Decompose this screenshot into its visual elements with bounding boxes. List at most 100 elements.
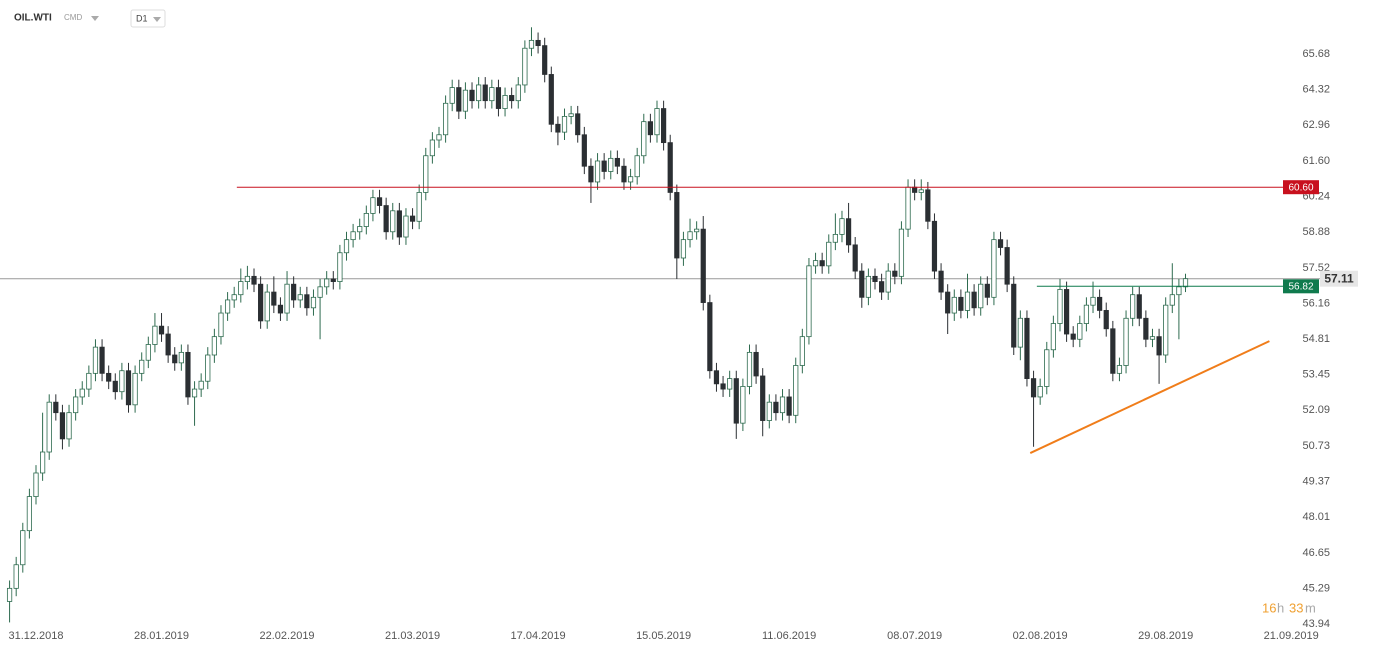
candle-body bbox=[812, 260, 819, 267]
candle-body bbox=[1024, 317, 1030, 379]
y-tick-label: 43.94 bbox=[1302, 618, 1330, 630]
y-tick-label: 50.73 bbox=[1302, 440, 1330, 452]
x-tick-label: 11.06.2019 bbox=[762, 630, 816, 642]
candle-body bbox=[1077, 323, 1083, 340]
candle-body bbox=[522, 47, 528, 86]
candle-body bbox=[132, 372, 138, 406]
countdown-minutes: 33 bbox=[1289, 600, 1303, 615]
candle-body bbox=[198, 380, 204, 390]
candle-body bbox=[786, 396, 792, 416]
candle-body bbox=[231, 294, 237, 301]
candle-body bbox=[594, 160, 601, 183]
candle-body bbox=[343, 239, 350, 254]
y-tick-label: 46.65 bbox=[1302, 547, 1330, 559]
candle-body bbox=[390, 210, 396, 233]
candle-body bbox=[779, 396, 786, 414]
candle-body bbox=[1050, 323, 1056, 351]
candle-body bbox=[310, 296, 317, 309]
candle-body bbox=[152, 325, 158, 345]
candle-body bbox=[383, 205, 389, 233]
x-tick-label: 29.08.2019 bbox=[1138, 630, 1193, 642]
candle-body bbox=[740, 386, 746, 424]
candle-body bbox=[958, 296, 964, 311]
x-tick-label: 28.01.2019 bbox=[134, 630, 189, 642]
candle-body bbox=[482, 84, 488, 102]
candle-body bbox=[568, 113, 574, 117]
candle-body bbox=[317, 286, 323, 298]
candle-body bbox=[376, 197, 383, 206]
x-tick-label: 21.03.2019 bbox=[385, 630, 440, 642]
candle-body bbox=[33, 472, 39, 497]
candle-body bbox=[1070, 333, 1076, 340]
candle-body bbox=[641, 121, 647, 157]
candle-body bbox=[674, 192, 680, 259]
candle-body bbox=[442, 102, 449, 136]
x-tick-label: 22.02.2019 bbox=[260, 630, 315, 642]
market[interactable]: CMD bbox=[64, 13, 82, 22]
symbol[interactable]: OIL.WTI bbox=[14, 13, 52, 24]
last-price-label: 57.11 bbox=[1324, 271, 1354, 285]
candle-body bbox=[667, 142, 673, 193]
candle-body bbox=[892, 270, 898, 277]
candle-body bbox=[535, 39, 541, 47]
candle-body bbox=[509, 95, 515, 102]
candle-body bbox=[859, 270, 865, 298]
level-label: 60.60 bbox=[1288, 182, 1313, 193]
candle-body bbox=[1030, 378, 1037, 398]
candle-body bbox=[1057, 289, 1063, 324]
candle-body bbox=[713, 370, 720, 385]
y-tick-label: 53.45 bbox=[1302, 369, 1330, 381]
candle-body bbox=[1176, 286, 1182, 296]
candle-body bbox=[469, 89, 475, 102]
candle-body bbox=[53, 401, 59, 414]
candle-body bbox=[1130, 294, 1136, 319]
candle-body bbox=[634, 155, 640, 178]
x-tick-label: 15.05.2019 bbox=[636, 630, 691, 642]
candle-body bbox=[476, 84, 482, 102]
x-tick-label: 08.07.2019 bbox=[887, 630, 942, 642]
candle-body bbox=[826, 241, 832, 267]
candle-body bbox=[879, 281, 885, 293]
candle-body bbox=[211, 336, 217, 356]
y-tick-label: 56.16 bbox=[1302, 298, 1330, 310]
candle-body bbox=[1083, 304, 1090, 324]
candle-body bbox=[1044, 349, 1050, 387]
candle-body bbox=[330, 278, 336, 282]
candle-body bbox=[1037, 386, 1043, 398]
candle-body bbox=[304, 294, 310, 309]
candle-body bbox=[258, 283, 264, 322]
candle-body bbox=[575, 113, 581, 136]
candle-body bbox=[26, 496, 32, 532]
candle-body bbox=[1136, 294, 1142, 319]
y-tick-label: 52.09 bbox=[1302, 404, 1330, 416]
candle-body bbox=[680, 239, 687, 259]
candle-body bbox=[119, 370, 125, 393]
candle-body bbox=[449, 87, 455, 104]
dropdown-caret[interactable] bbox=[153, 17, 161, 22]
candle-body bbox=[978, 283, 984, 309]
y-tick-label: 64.32 bbox=[1302, 84, 1330, 96]
candle-body bbox=[429, 139, 435, 157]
candle-body bbox=[964, 291, 971, 311]
y-tick-label: 49.37 bbox=[1302, 476, 1330, 488]
candle-body bbox=[799, 336, 805, 366]
candle-body bbox=[687, 231, 693, 241]
interval-box[interactable] bbox=[130, 9, 166, 28]
candle-body bbox=[515, 84, 521, 102]
candle-body bbox=[898, 228, 905, 277]
candle-body bbox=[984, 283, 990, 298]
y-tick-label: 45.29 bbox=[1302, 583, 1330, 595]
candle-body bbox=[59, 412, 66, 440]
candle-body bbox=[991, 239, 997, 298]
candle-body bbox=[654, 108, 660, 136]
dropdown-caret[interactable] bbox=[91, 16, 99, 21]
candle-body bbox=[931, 220, 938, 272]
candle-body bbox=[403, 215, 409, 238]
interval[interactable]: D1 bbox=[136, 13, 148, 23]
candle-body bbox=[938, 270, 944, 293]
candle-body bbox=[489, 87, 495, 102]
countdown: 16 h 33 m bbox=[1262, 600, 1316, 615]
